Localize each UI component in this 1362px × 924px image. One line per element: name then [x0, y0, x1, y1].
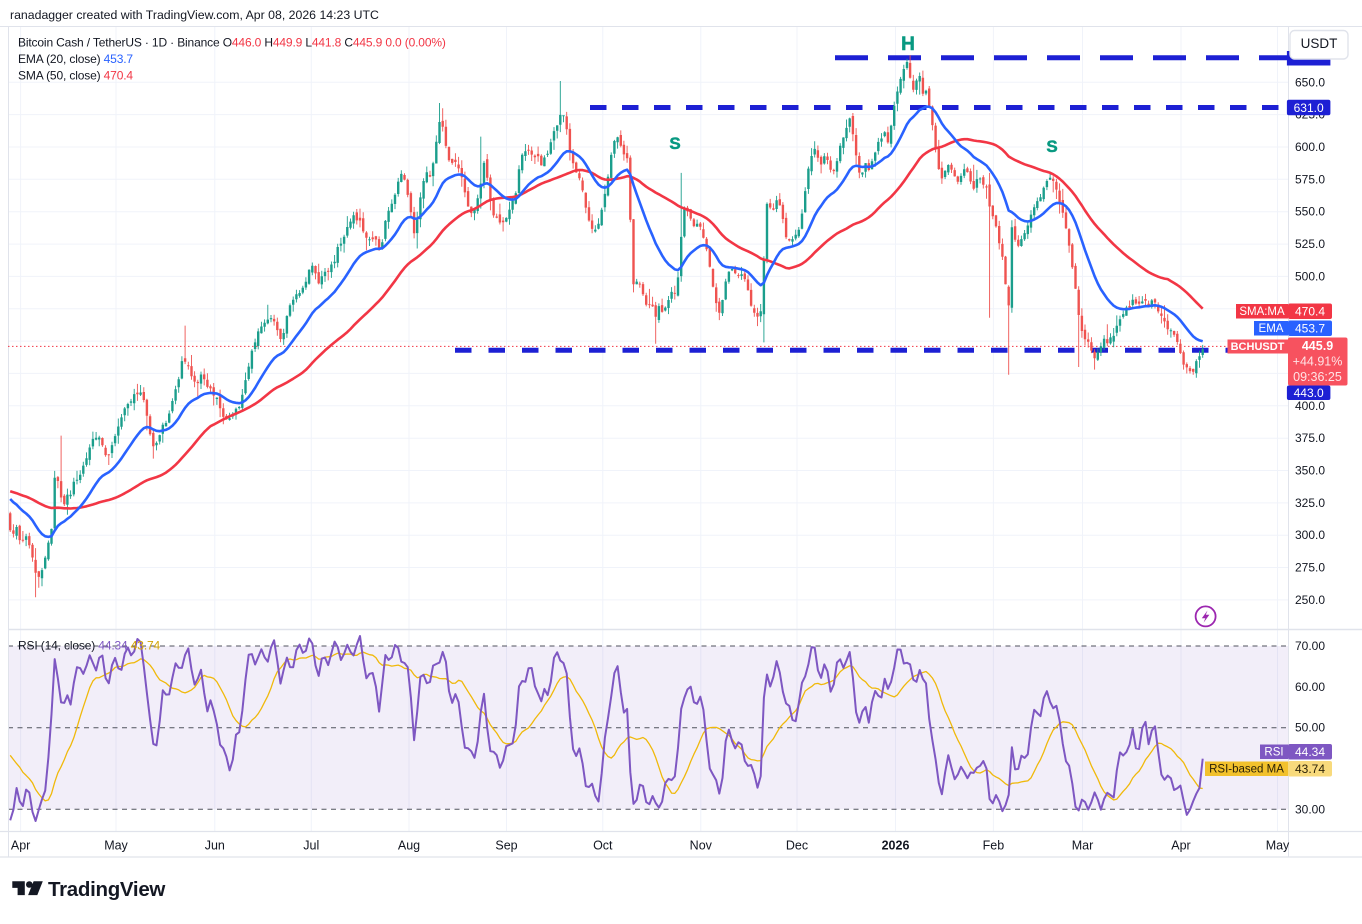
svg-text:325.0: 325.0 — [1295, 496, 1325, 510]
svg-text:S: S — [1046, 137, 1057, 156]
svg-text:May: May — [104, 839, 128, 853]
svg-text:H: H — [901, 34, 915, 55]
svg-text:09:36:25: 09:36:25 — [1293, 370, 1342, 384]
svg-text:EMA (20, close) 453.7: EMA (20, close) 453.7 — [18, 52, 133, 66]
svg-text:+44.91%: +44.91% — [1293, 355, 1343, 369]
svg-text:RSI (14, close) 44.34 43.74: RSI (14, close) 44.34 43.74 — [18, 639, 161, 653]
svg-text:30.00: 30.00 — [1295, 802, 1325, 816]
svg-text:Nov: Nov — [690, 839, 713, 853]
svg-text:525.0: 525.0 — [1295, 237, 1325, 251]
svg-text:Oct: Oct — [593, 839, 613, 853]
svg-text:EMA: EMA — [1259, 323, 1284, 335]
svg-text:650.0: 650.0 — [1295, 75, 1325, 89]
svg-text:Dec: Dec — [786, 839, 808, 853]
svg-text:300.0: 300.0 — [1295, 528, 1325, 542]
svg-text:Apr: Apr — [11, 839, 30, 853]
svg-text:USDT: USDT — [1301, 36, 1338, 51]
svg-text:BCHUSDT: BCHUSDT — [1231, 341, 1285, 353]
svg-text:2026: 2026 — [882, 839, 910, 853]
svg-text:ranadagger created with Tradin: ranadagger created with TradingView.com,… — [10, 8, 379, 22]
svg-text:Sep: Sep — [495, 839, 517, 853]
svg-text:Feb: Feb — [983, 839, 1005, 853]
svg-text:SMA:MA: SMA:MA — [1239, 306, 1285, 318]
svg-text:RSI-based MA: RSI-based MA — [1209, 764, 1284, 776]
svg-text:Aug: Aug — [398, 839, 420, 853]
svg-text:470.4: 470.4 — [1295, 304, 1325, 318]
svg-text:50.00: 50.00 — [1295, 721, 1325, 735]
svg-text:Mar: Mar — [1072, 839, 1094, 853]
svg-text:TradingView: TradingView — [48, 878, 165, 901]
svg-text:453.7: 453.7 — [1295, 321, 1325, 335]
svg-text:Apr: Apr — [1171, 839, 1190, 853]
svg-text:43.74: 43.74 — [1295, 762, 1325, 776]
svg-text:550.0: 550.0 — [1295, 205, 1325, 219]
svg-text:60.00: 60.00 — [1295, 680, 1325, 694]
svg-text:Jul: Jul — [303, 839, 319, 853]
svg-text:500.0: 500.0 — [1295, 269, 1325, 283]
svg-text:275.0: 275.0 — [1295, 561, 1325, 575]
svg-text:250.0: 250.0 — [1295, 593, 1325, 607]
svg-text:Jun: Jun — [205, 839, 225, 853]
svg-text:S: S — [669, 134, 680, 153]
svg-text:443.0: 443.0 — [1294, 386, 1324, 400]
svg-text:375.0: 375.0 — [1295, 431, 1325, 445]
svg-text:70.00: 70.00 — [1295, 639, 1325, 653]
svg-text:631.0: 631.0 — [1294, 101, 1324, 115]
svg-text:350.0: 350.0 — [1295, 464, 1325, 478]
svg-text:May: May — [1266, 839, 1290, 853]
svg-text:RSI: RSI — [1264, 747, 1283, 759]
svg-text:Bitcoin Cash / TetherUS · 1D ·: Bitcoin Cash / TetherUS · 1D · Binance O… — [18, 36, 446, 50]
svg-text:445.9: 445.9 — [1302, 339, 1333, 353]
svg-text:SMA (50, close) 470.4: SMA (50, close) 470.4 — [18, 68, 133, 82]
svg-text:400.0: 400.0 — [1295, 399, 1325, 413]
svg-text:600.0: 600.0 — [1295, 140, 1325, 154]
svg-text:44.34: 44.34 — [1295, 745, 1325, 759]
svg-text:575.0: 575.0 — [1295, 172, 1325, 186]
